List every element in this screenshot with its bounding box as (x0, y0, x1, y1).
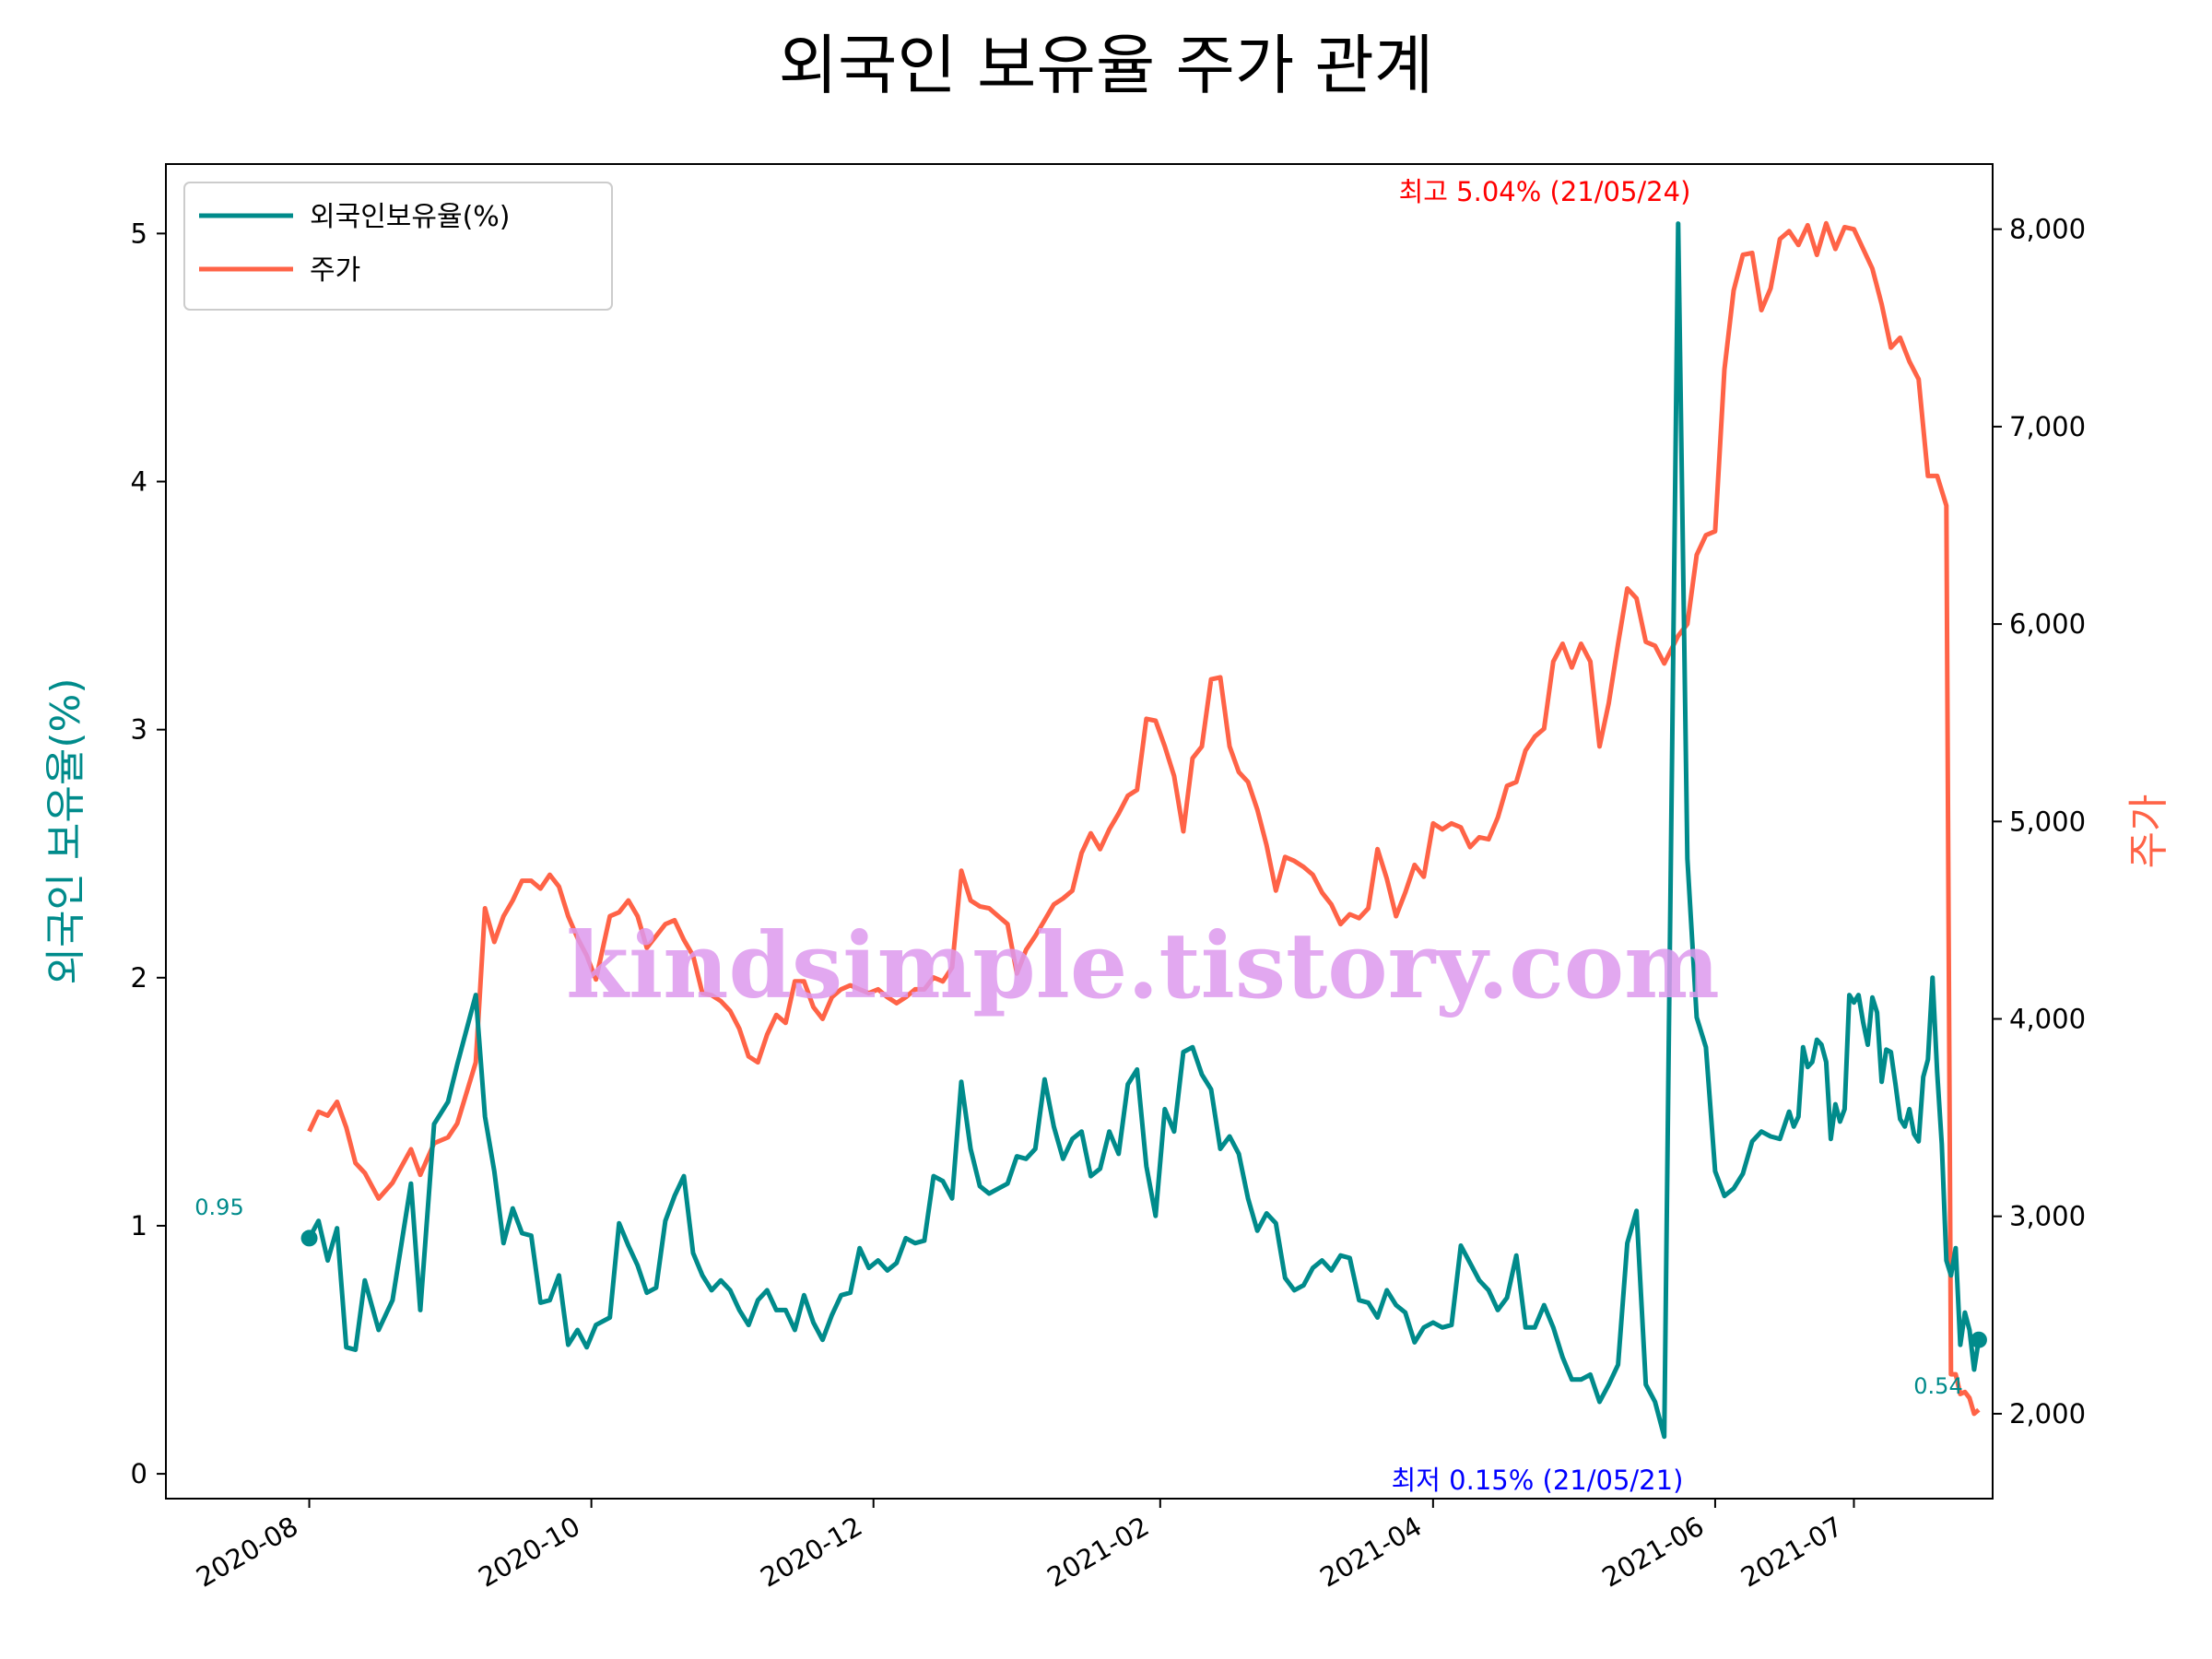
end-value-label: 0.54 (1913, 1373, 1962, 1399)
left-tick-label: 4 (131, 466, 147, 498)
plot-frame (165, 163, 1994, 1500)
right-tick-label: 8,000 (2009, 214, 2086, 245)
end-point-marker (1970, 1331, 1987, 1348)
series-markers (300, 1230, 1987, 1348)
right-tick-label: 2,000 (2009, 1398, 2086, 1430)
left-tick-label: 5 (131, 218, 147, 249)
right-tick-label: 3,000 (2009, 1201, 2086, 1232)
x-tick-label: 2021-06 (1596, 1511, 1709, 1594)
right-y-axis: 2,000 3,000 4,000 5,000 6,000 7,000 8,000 (1993, 214, 2086, 1430)
x-tick-label: 2020-10 (473, 1511, 585, 1594)
x-tick-label: 2021-07 (1735, 1511, 1848, 1594)
watermark: kindsimple.tistory.com (566, 913, 1720, 1019)
right-axis-title: 주가 (2125, 794, 2172, 869)
left-tick-label: 0 (131, 1458, 147, 1489)
right-tick-label: 7,000 (2009, 411, 2086, 442)
x-tick-label: 2021-02 (1041, 1511, 1154, 1594)
series-lines (307, 220, 1982, 1440)
right-tick-label: 4,000 (2009, 1003, 2086, 1034)
min-annotation: 최저 0.15% (21/05/21) (1392, 1465, 1684, 1496)
legend-label-price: 주가 (310, 254, 360, 287)
right-tick-label: 6,000 (2009, 608, 2086, 640)
legend-label-ratio: 외국인보유율(%) (310, 201, 511, 233)
start-value-label: 0.95 (194, 1194, 243, 1220)
legend: 외국인보유율(%) 주가 (183, 182, 613, 311)
price-series-line (307, 220, 1981, 1417)
x-tick-label: 2020-08 (191, 1511, 303, 1594)
x-tick-label: 2020-12 (755, 1511, 867, 1594)
left-tick-label: 2 (131, 962, 147, 994)
left-y-axis: 0 1 2 3 4 5 (131, 218, 166, 1489)
chart-title: 외국인 보유율 주가 관계 (779, 28, 1434, 103)
left-tick-label: 3 (131, 714, 147, 746)
x-axis: 2020-08 2020-10 2020-12 2021-02 2021-04 2021-… (191, 1499, 1855, 1594)
left-tick-label: 1 (131, 1210, 147, 1241)
left-axis-title: 외국인 보유율(%) (42, 677, 89, 984)
ratio-series-line (307, 221, 1982, 1440)
x-tick-label: 2021-04 (1314, 1511, 1427, 1594)
start-point-marker (300, 1230, 318, 1247)
right-tick-label: 5,000 (2009, 806, 2086, 837)
max-annotation: 최고 5.04% (21/05/24) (1399, 176, 1691, 207)
